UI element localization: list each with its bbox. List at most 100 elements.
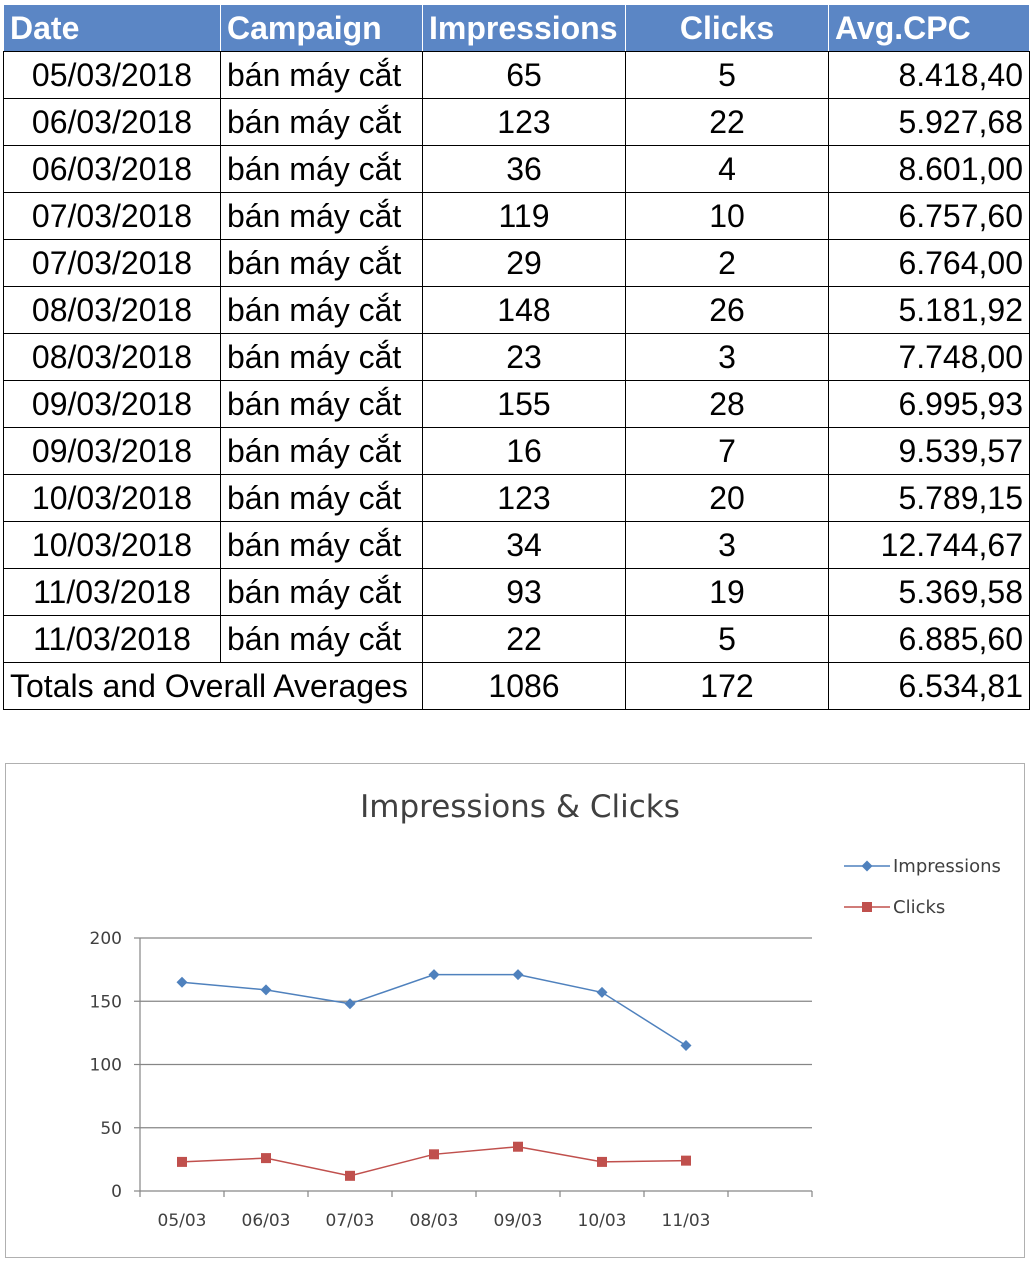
totals-impressions: 1086 [422, 662, 626, 710]
cell-campaign: bán máy cắt [220, 98, 423, 146]
cell-avg-cpc: 12.744,67 [828, 521, 1030, 569]
cell-impressions: 22 [422, 615, 626, 663]
x-tick-label: 07/03 [326, 1211, 375, 1231]
table-row: 10/03/2018 bán máy cắt 34 3 12.744,67 [3, 521, 1030, 569]
table-row: 11/03/2018 bán máy cắt 22 5 6.885,60 [3, 615, 1030, 663]
line-chart: Impressions & Clicks 0 50 100 150 200 05/03 06… [90, 789, 1001, 1231]
cell-impressions: 36 [422, 145, 626, 193]
clicks-data-point [597, 1156, 607, 1167]
cell-date: 11/03/2018 [3, 615, 221, 663]
header-impressions: Impressions [422, 4, 626, 52]
header-avg-cpc: Avg.CPC [828, 4, 1030, 52]
table-row: 09/03/2018 bán máy cắt 16 7 9.539,57 [3, 427, 1030, 475]
cell-avg-cpc: 6.757,60 [828, 192, 1030, 240]
chart-container: Impressions & Clicks 0 50 100 150 200 05/03 06… [5, 763, 1025, 1258]
table-row: 10/03/2018 bán máy cắt 123 20 5.789,15 [3, 474, 1030, 522]
totals-row: Totals and Overall Averages 1086 172 6.5… [3, 662, 1030, 710]
cell-campaign: bán máy cắt [220, 474, 423, 522]
legend-clicks-marker [862, 902, 872, 912]
impressions-data-point [428, 969, 440, 981]
cell-campaign: bán máy cắt [220, 615, 423, 663]
header-clicks: Clicks [625, 4, 829, 52]
x-tick-label: 09/03 [494, 1211, 543, 1231]
header-date: Date [3, 4, 221, 52]
x-tick-label: 05/03 [158, 1211, 207, 1231]
legend-impressions-label: Impressions [893, 856, 1001, 877]
table-row: 07/03/2018 bán máy cắt 119 10 6.757,60 [3, 192, 1030, 240]
cell-campaign: bán máy cắt [220, 333, 423, 381]
cell-date: 06/03/2018 [3, 145, 221, 193]
cell-avg-cpc: 5.927,68 [828, 98, 1030, 146]
cell-date: 07/03/2018 [3, 192, 221, 240]
table-row: 11/03/2018 bán máy cắt 93 19 5.369,58 [3, 568, 1030, 616]
clicks-data-point [513, 1141, 523, 1152]
legend-clicks-label: Clicks [893, 897, 945, 918]
cell-clicks: 5 [625, 51, 829, 99]
cell-clicks: 28 [625, 380, 829, 428]
cell-date: 07/03/2018 [3, 239, 221, 287]
cell-date: 08/03/2018 [3, 286, 221, 334]
impressions-data-point [260, 984, 272, 996]
table-row: 08/03/2018 bán máy cắt 23 3 7.748,00 [3, 333, 1030, 381]
cell-impressions: 23 [422, 333, 626, 381]
impressions-data-point [512, 969, 524, 981]
clicks-data-point [345, 1170, 355, 1181]
clicks-data-point [261, 1153, 271, 1164]
cell-impressions: 65 [422, 51, 626, 99]
cell-date: 10/03/2018 [3, 521, 221, 569]
cell-avg-cpc: 6.885,60 [828, 615, 1030, 663]
cell-impressions: 155 [422, 380, 626, 428]
impressions-data-point [344, 998, 356, 1010]
impressions-series-line [181, 973, 687, 1047]
clicks-data-point [177, 1156, 187, 1167]
cell-date: 10/03/2018 [3, 474, 221, 522]
cell-clicks: 7 [625, 427, 829, 475]
x-tick-label: 11/03 [662, 1211, 711, 1231]
report-table: Date Campaign Impressions Clicks Avg.CPC… [3, 4, 1030, 710]
y-tick-label: 150 [90, 992, 122, 1012]
cell-impressions: 34 [422, 521, 626, 569]
totals-clicks: 172 [625, 662, 829, 710]
y-tick-label: 200 [90, 929, 122, 949]
cell-date: 05/03/2018 [3, 51, 221, 99]
cell-clicks: 2 [625, 239, 829, 287]
cell-campaign: bán máy cắt [220, 568, 423, 616]
cell-avg-cpc: 8.418,40 [828, 51, 1030, 99]
cell-clicks: 4 [625, 145, 829, 193]
cell-date: 09/03/2018 [3, 427, 221, 475]
cell-date: 11/03/2018 [3, 568, 221, 616]
table-row: 06/03/2018 bán máy cắt 123 22 5.927,68 [3, 98, 1030, 146]
legend-impressions-marker [861, 860, 873, 872]
clicks-data-point [681, 1155, 691, 1166]
header-campaign: Campaign [220, 4, 423, 52]
y-tick-label: 0 [111, 1182, 122, 1202]
table-row: 05/03/2018 bán máy cắt 65 5 8.418,40 [3, 51, 1030, 99]
cell-avg-cpc: 8.601,00 [828, 145, 1030, 193]
cell-avg-cpc: 5.369,58 [828, 568, 1030, 616]
chart-title: Impressions & Clicks [360, 789, 680, 825]
cell-impressions: 123 [422, 474, 626, 522]
table-row: 06/03/2018 bán máy cắt 36 4 8.601,00 [3, 145, 1030, 193]
cell-date: 09/03/2018 [3, 380, 221, 428]
cell-avg-cpc: 6.764,00 [828, 239, 1030, 287]
cell-impressions: 29 [422, 239, 626, 287]
cell-impressions: 148 [422, 286, 626, 334]
header-row: Date Campaign Impressions Clicks Avg.CPC [3, 4, 1030, 52]
cell-clicks: 3 [625, 521, 829, 569]
impressions-data-point [596, 986, 608, 998]
cell-clicks: 19 [625, 568, 829, 616]
table-row: 09/03/2018 bán máy cắt 155 28 6.995,93 [3, 380, 1030, 428]
cell-avg-cpc: 7.748,00 [828, 333, 1030, 381]
y-tick-label: 50 [100, 1119, 122, 1139]
cell-impressions: 93 [422, 568, 626, 616]
cell-clicks: 26 [625, 286, 829, 334]
cell-clicks: 5 [625, 615, 829, 663]
cell-impressions: 119 [422, 192, 626, 240]
table-row: 08/03/2018 bán máy cắt 148 26 5.181,92 [3, 286, 1030, 334]
cell-impressions: 123 [422, 98, 626, 146]
cell-avg-cpc: 5.789,15 [828, 474, 1030, 522]
impressions-data-point [680, 1040, 692, 1052]
cell-campaign: bán máy cắt [220, 192, 423, 240]
x-tick-label: 06/03 [242, 1211, 291, 1231]
cell-avg-cpc: 5.181,92 [828, 286, 1030, 334]
